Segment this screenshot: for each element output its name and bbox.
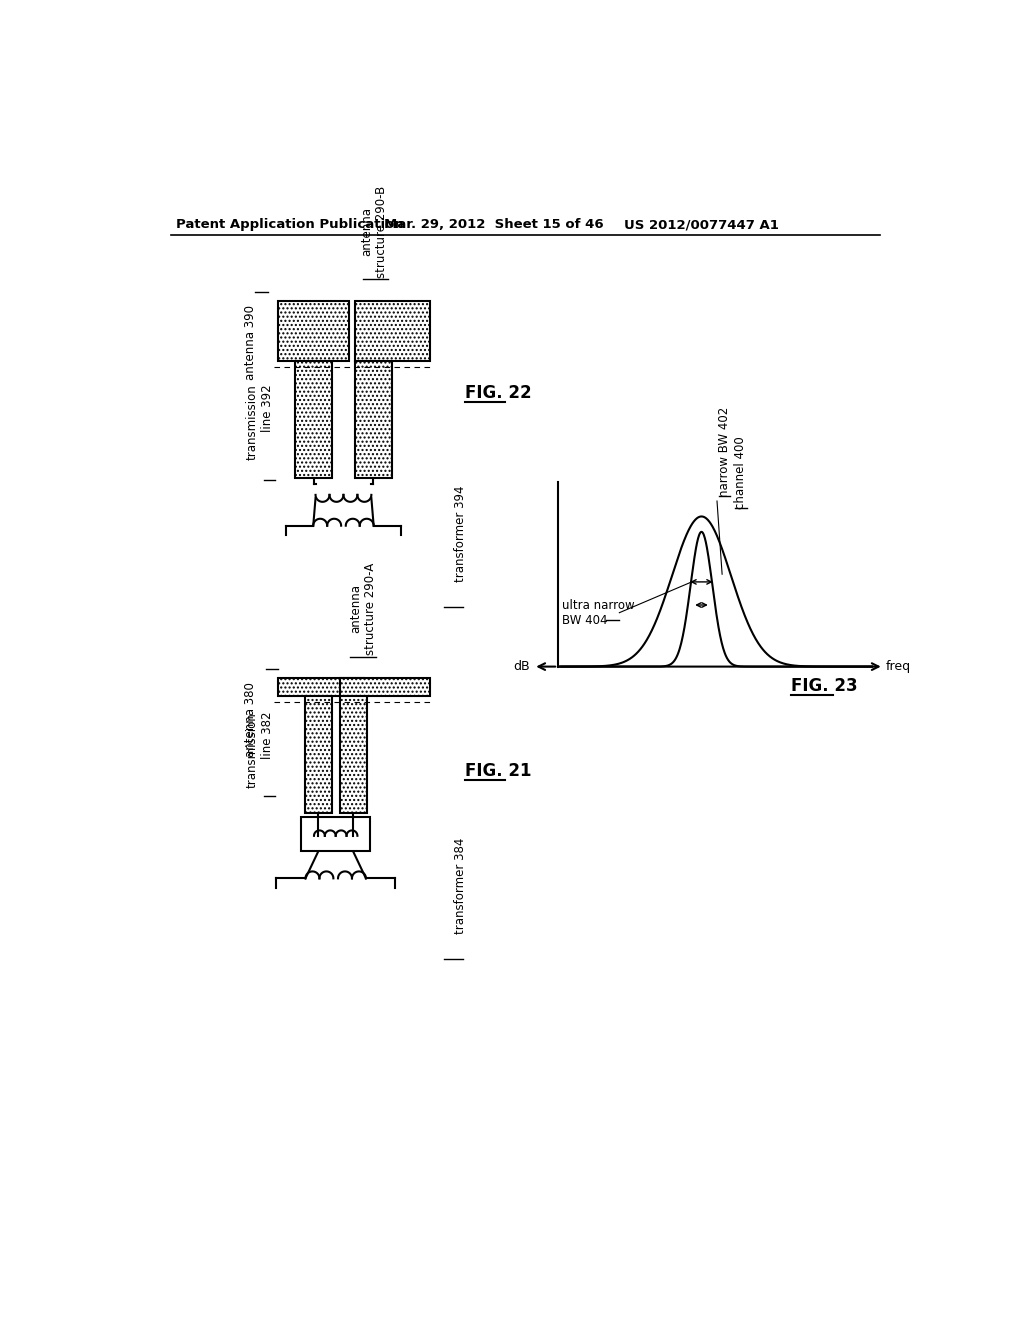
Bar xyxy=(340,678,430,696)
Bar xyxy=(278,678,365,696)
Text: FIG. 22: FIG. 22 xyxy=(465,384,531,403)
Text: antenna 390: antenna 390 xyxy=(244,305,257,380)
Bar xyxy=(340,696,367,813)
Text: transformer 384: transformer 384 xyxy=(454,838,467,935)
Text: Mar. 29, 2012  Sheet 15 of 46: Mar. 29, 2012 Sheet 15 of 46 xyxy=(384,218,603,231)
Text: FIG. 21: FIG. 21 xyxy=(465,762,531,780)
Text: transformer 394: transformer 394 xyxy=(454,486,467,582)
Text: transmission
line 382: transmission line 382 xyxy=(246,711,273,788)
Text: antenna 380: antenna 380 xyxy=(244,682,257,756)
Text: antenna
structure 290-A: antenna structure 290-A xyxy=(349,562,377,655)
Text: Patent Application Publication: Patent Application Publication xyxy=(176,218,403,231)
Text: FIG. 23: FIG. 23 xyxy=(791,677,857,694)
Bar xyxy=(355,360,391,478)
Text: freq: freq xyxy=(886,660,911,673)
Bar xyxy=(301,817,371,851)
Text: antenna
structure 290-B: antenna structure 290-B xyxy=(360,186,388,277)
Bar xyxy=(295,360,332,478)
Text: channel 400: channel 400 xyxy=(734,436,746,508)
Text: US 2012/0077447 A1: US 2012/0077447 A1 xyxy=(624,218,779,231)
Text: narrow BW 402: narrow BW 402 xyxy=(718,407,731,498)
Text: dB: dB xyxy=(514,660,530,673)
Bar xyxy=(355,301,430,360)
Bar xyxy=(305,696,332,813)
Text: transmission
line 392: transmission line 392 xyxy=(246,384,273,461)
Text: ultra narrow
BW 404: ultra narrow BW 404 xyxy=(562,599,635,627)
Bar xyxy=(278,301,349,360)
